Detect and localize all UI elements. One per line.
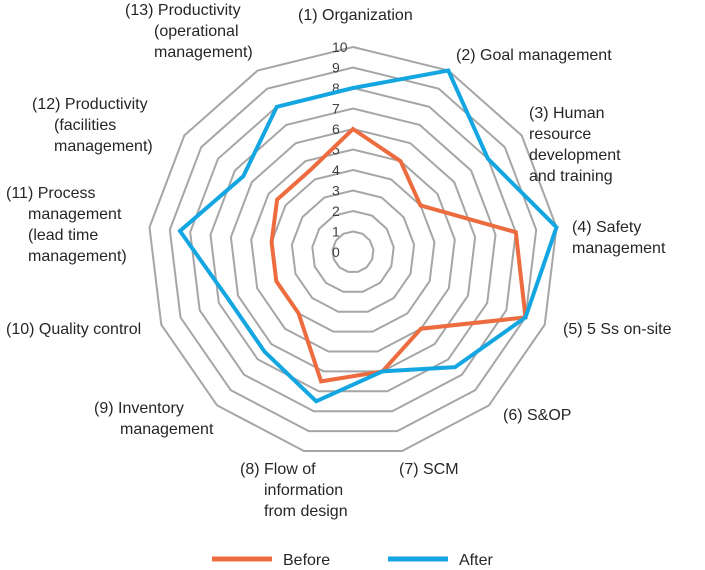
axis-label-1: (1) Organization <box>298 7 413 24</box>
tick-label-10: 10 <box>332 39 348 55</box>
axis-label-7: (7) SCM <box>399 461 459 478</box>
grid-ring-9 <box>168 66 538 433</box>
series-lines <box>177 68 559 404</box>
axis-label-10: (10) Quality control <box>6 321 141 338</box>
axis-label-12: (12) Productivity (facilities management) <box>32 96 153 155</box>
legend-label-before: Before <box>283 552 330 569</box>
axis-label-4: (4) Safety management <box>572 219 666 257</box>
tick-label-3: 3 <box>332 183 340 199</box>
radial-tick-labels: 0 1 2 3 4 5 6 7 8 9 10 <box>332 39 348 260</box>
axis-label-13: (13) Productivity (operational management) <box>125 2 253 61</box>
grid-ring-6 <box>229 127 477 373</box>
radar-grid <box>148 45 558 452</box>
legend: Before After <box>212 552 493 569</box>
tick-label-5: 5 <box>332 142 340 158</box>
axis-label-3: (3) Human resource development and training <box>529 105 621 185</box>
grid-ring-2 <box>311 209 395 293</box>
tick-label-2: 2 <box>332 203 340 219</box>
axis-label-9: (9) Inventory management <box>94 400 214 438</box>
grid-ring-8 <box>189 86 517 413</box>
grid-ring-5 <box>250 148 456 353</box>
tick-label-8: 8 <box>332 80 340 96</box>
grid-ring-10 <box>148 45 558 452</box>
axis-label-11: (11) Process management (lead time manageme… <box>6 185 127 265</box>
series-line-after <box>177 68 559 404</box>
tick-label-6: 6 <box>332 121 340 137</box>
grid-ring-3 <box>290 189 416 313</box>
tick-label-0: 0 <box>332 244 340 260</box>
grid-ring-1 <box>331 230 375 273</box>
axis-label-5: (5) 5 Ss on-site <box>563 321 672 338</box>
grid-ring-7 <box>209 107 497 393</box>
axis-label-6: (6) S&OP <box>503 407 571 424</box>
legend-label-after: After <box>459 552 493 569</box>
axis-label-8: (8) Flow of information from design <box>240 461 348 520</box>
axis-label-2: (2) Goal management <box>456 47 612 64</box>
tick-label-9: 9 <box>332 60 340 76</box>
tick-label-7: 7 <box>332 101 340 117</box>
grid-ring-4 <box>270 168 436 333</box>
tick-label-1: 1 <box>332 224 340 240</box>
axis-labels: (1) Organization (2) Goal management (3) H… <box>6 2 672 520</box>
tick-label-4: 4 <box>332 162 340 178</box>
series-line-before <box>269 126 528 384</box>
